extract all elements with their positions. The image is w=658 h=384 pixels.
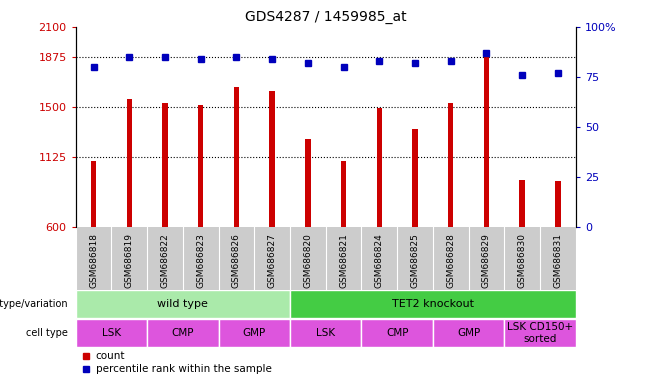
Text: GSM686821: GSM686821 [339, 233, 348, 288]
Text: GSM686818: GSM686818 [89, 233, 98, 288]
Text: LSK: LSK [316, 328, 336, 338]
Text: GMP: GMP [457, 328, 480, 338]
Bar [413, 129, 418, 227]
Text: GSM686831: GSM686831 [553, 233, 563, 288]
Bar [163, 103, 168, 227]
Text: GSM686825: GSM686825 [411, 233, 420, 288]
Bar [555, 181, 561, 227]
Text: percentile rank within the sample: percentile rank within the sample [95, 364, 272, 374]
Text: GMP: GMP [243, 328, 266, 338]
Text: GSM686820: GSM686820 [303, 233, 313, 288]
Bar [305, 139, 311, 227]
FancyBboxPatch shape [433, 319, 504, 347]
Title: GDS4287 / 1459985_at: GDS4287 / 1459985_at [245, 10, 407, 25]
Text: LSK CD150+
sorted: LSK CD150+ sorted [507, 322, 573, 344]
Bar [91, 161, 96, 227]
Text: count: count [95, 351, 125, 361]
Text: GSM686824: GSM686824 [375, 233, 384, 288]
FancyBboxPatch shape [76, 319, 147, 347]
Text: TET2 knockout: TET2 knockout [392, 299, 474, 309]
Text: GSM686828: GSM686828 [446, 233, 455, 288]
Bar [126, 99, 132, 227]
Bar [376, 108, 382, 227]
Bar [484, 58, 489, 227]
Bar [198, 106, 203, 227]
FancyBboxPatch shape [147, 319, 218, 347]
FancyBboxPatch shape [76, 290, 290, 318]
Text: cell type: cell type [26, 328, 68, 338]
Text: GSM686819: GSM686819 [125, 233, 134, 288]
FancyBboxPatch shape [361, 319, 433, 347]
Text: GSM686829: GSM686829 [482, 233, 491, 288]
FancyBboxPatch shape [504, 319, 576, 347]
Text: genotype/variation: genotype/variation [0, 299, 68, 309]
Text: wild type: wild type [157, 299, 209, 309]
Bar [270, 91, 275, 227]
Text: LSK: LSK [102, 328, 121, 338]
Text: CMP: CMP [172, 328, 194, 338]
Bar [341, 161, 346, 227]
Text: CMP: CMP [386, 328, 409, 338]
Text: GSM686822: GSM686822 [161, 233, 170, 288]
FancyBboxPatch shape [290, 319, 361, 347]
Text: GSM686827: GSM686827 [268, 233, 276, 288]
Text: GSM686823: GSM686823 [196, 233, 205, 288]
Bar [234, 87, 239, 227]
FancyBboxPatch shape [290, 290, 576, 318]
Text: GSM686830: GSM686830 [518, 233, 526, 288]
FancyBboxPatch shape [218, 319, 290, 347]
Text: GSM686826: GSM686826 [232, 233, 241, 288]
Bar [520, 180, 525, 227]
Bar [448, 103, 453, 227]
